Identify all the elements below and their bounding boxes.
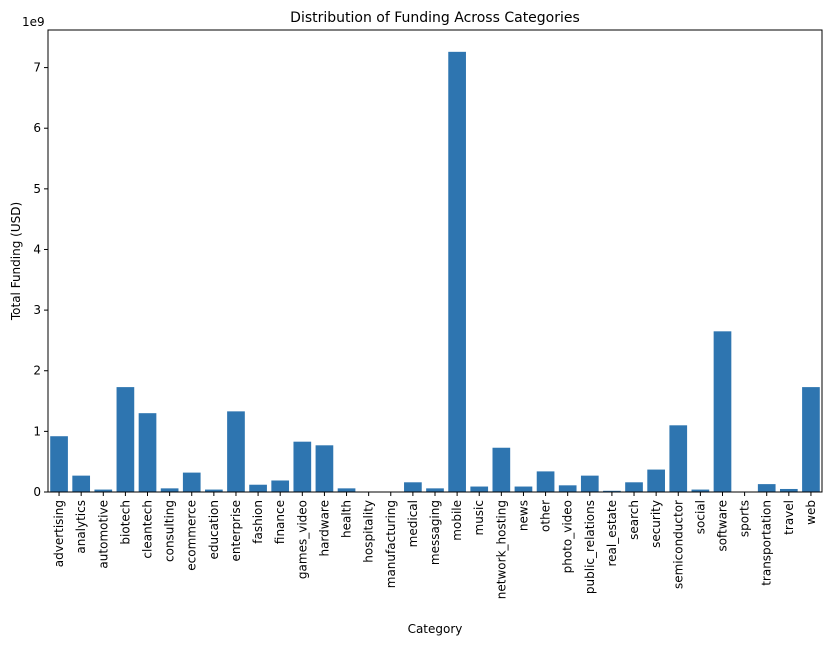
x-tick-label: analytics xyxy=(74,500,88,554)
bar-real_estate xyxy=(603,490,621,492)
x-tick-label: web xyxy=(804,500,818,525)
bar-fashion xyxy=(249,484,267,492)
x-tick-label: transportation xyxy=(760,500,774,586)
x-tick-label: news xyxy=(516,500,530,531)
x-tick-label: network_hosting xyxy=(494,500,508,599)
bar-automotive xyxy=(94,489,113,492)
x-tick-label: messaging xyxy=(428,500,442,565)
bar-other xyxy=(536,471,555,492)
x-tick-label: photo_video xyxy=(561,500,575,573)
y-tick-label: 2 xyxy=(33,364,41,378)
bar-news xyxy=(514,486,533,492)
x-tick-label: automotive xyxy=(96,500,110,569)
bar-advertising xyxy=(50,436,68,492)
x-tick-label: education xyxy=(207,500,221,560)
bar-network_hosting xyxy=(492,447,511,492)
x-tick-label: consulting xyxy=(163,500,177,562)
bar-enterprise xyxy=(227,411,245,492)
x-tick-label: social xyxy=(693,500,707,534)
x-tick-label: fashion xyxy=(251,500,265,544)
bar-transportation xyxy=(757,484,776,492)
x-tick-label: manufacturing xyxy=(384,500,398,588)
y-tick-label: 0 xyxy=(33,485,41,499)
bar-hardware xyxy=(315,445,334,492)
y-tick-label: 6 xyxy=(33,121,41,135)
bar-photo_video xyxy=(558,485,577,492)
x-tick-label: health xyxy=(340,500,354,538)
x-tick-label: games_video xyxy=(295,500,309,579)
chart-title: Distribution of Funding Across Categorie… xyxy=(290,10,580,26)
bar-web xyxy=(802,387,820,492)
y-axis-label: Total Funding (USD) xyxy=(9,202,23,321)
x-tick-label: software xyxy=(715,500,729,552)
x-tick-label: public_relations xyxy=(583,500,597,594)
x-tick-label: sports xyxy=(738,500,752,537)
x-tick-label: advertising xyxy=(52,500,66,567)
y-tick-label: 5 xyxy=(33,182,41,196)
x-tick-label: search xyxy=(627,500,641,540)
x-tick-label: ecommerce xyxy=(185,500,199,571)
x-tick-label: hardware xyxy=(317,500,331,557)
x-tick-label: medical xyxy=(406,500,420,547)
bar-social xyxy=(691,489,710,492)
bar-education xyxy=(205,489,223,492)
x-tick-label: real_estate xyxy=(605,500,619,567)
x-tick-label: finance xyxy=(273,500,287,544)
x-tick-label: cleantech xyxy=(141,500,155,559)
bar-travel xyxy=(779,488,798,492)
x-tick-label: other xyxy=(539,500,553,532)
x-axis: advertising analytics automotive biotech cle… xyxy=(52,492,818,599)
x-tick-label: enterprise xyxy=(229,500,243,562)
bar-consulting xyxy=(160,488,179,492)
y-tick-label: 3 xyxy=(33,303,41,317)
bar-semiconductor xyxy=(669,425,688,492)
bar-search xyxy=(625,482,643,492)
bar-health xyxy=(337,488,356,492)
bar-public_relations xyxy=(580,475,599,492)
bar-finance xyxy=(271,480,290,492)
plot-frame xyxy=(47,29,823,493)
y-tick-label: 4 xyxy=(33,242,41,256)
y-tick-label: 1 xyxy=(33,424,41,438)
x-tick-label: travel xyxy=(782,500,796,535)
x-tick-label: music xyxy=(472,500,486,535)
x-tick-label: semiconductor xyxy=(671,500,685,589)
bar-security xyxy=(647,469,665,492)
x-tick-label: mobile xyxy=(450,500,464,541)
bars-group xyxy=(50,51,820,492)
x-axis-label: Category xyxy=(408,622,463,636)
bar-messaging xyxy=(426,488,444,492)
bar-analytics xyxy=(72,475,91,492)
bar-games_video xyxy=(293,441,312,492)
bar-music xyxy=(470,486,489,492)
bar-mobile xyxy=(448,51,466,492)
y-scale-label: 1e9 xyxy=(22,15,45,29)
bar-ecommerce xyxy=(182,472,201,492)
bar-medical xyxy=(404,482,422,492)
x-tick-label: hospitality xyxy=(362,500,376,563)
bar-cleantech xyxy=(138,413,157,492)
y-tick-label: 7 xyxy=(33,61,41,75)
x-tick-label: security xyxy=(649,500,663,548)
bar-biotech xyxy=(116,387,135,492)
y-axis: 0 1 2 3 4 5 6 7 xyxy=(33,61,48,499)
x-tick-label: biotech xyxy=(118,500,132,545)
bar-software xyxy=(713,331,732,492)
